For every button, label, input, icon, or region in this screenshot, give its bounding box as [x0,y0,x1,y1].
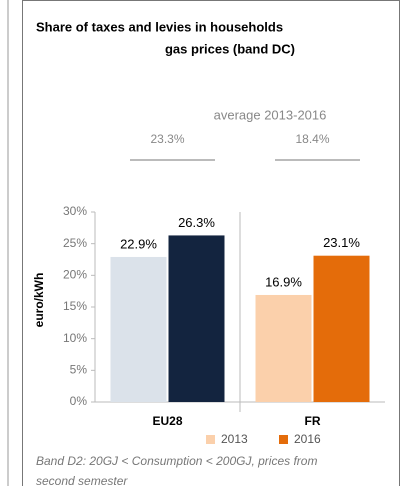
legend-label: 2013 [221,432,248,446]
annotation-heading: average 2013-2016 [214,107,327,122]
annotation: 18.4% [295,132,329,146]
data-label: 22.9% [120,236,157,251]
y-tick-label: 20% [63,268,87,282]
footnote: second semester [36,474,128,486]
y-tick-label: 30% [63,204,87,218]
y-tick-label: 0% [70,394,88,408]
legend-swatch [206,435,215,444]
y-tick-label: 25% [63,236,87,250]
legend-label: 2016 [294,432,321,446]
chart-title: Share of taxes and levies in households [36,19,283,34]
panel-frame [22,0,400,486]
x-tick-label: FR [305,414,321,428]
y-tick-label: 10% [63,331,87,345]
legend-swatch [279,435,288,444]
y-axis-label: euro/kWh [32,273,46,328]
data-label: 23.1% [323,235,360,250]
y-tick-label: 15% [63,299,87,313]
bar [313,255,370,402]
data-label: 16.9% [265,274,302,289]
x-tick-label: EU28 [152,414,182,428]
bar [255,294,312,402]
annotation: 23.3% [150,132,184,146]
bar [168,235,225,402]
footnote: Band D2: 20GJ < Consumption < 200GJ, pri… [36,454,317,468]
chart-title: gas prices (band DC) [165,41,295,56]
bar [110,256,167,402]
data-label: 26.3% [178,215,215,230]
y-tick-label: 5% [70,363,88,377]
